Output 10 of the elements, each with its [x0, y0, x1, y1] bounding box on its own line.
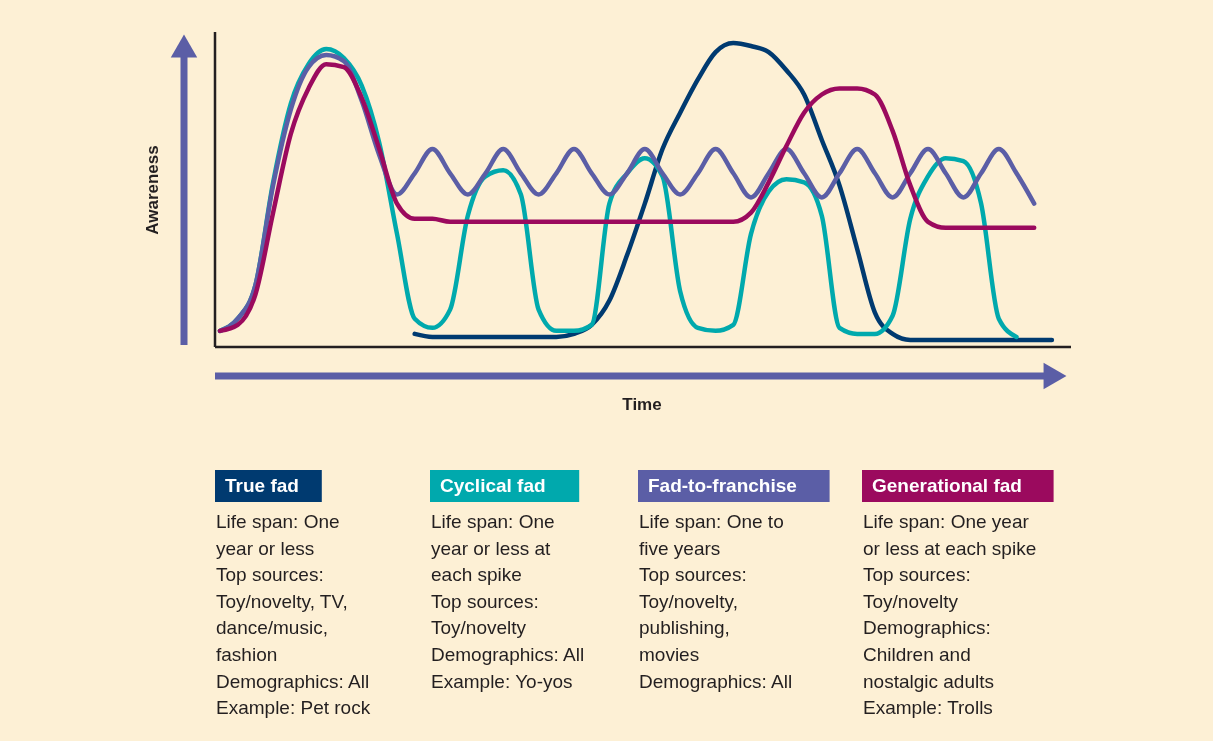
text: Fad-to-franchise	[648, 475, 797, 496]
text: Life span: One year or less Top sources: Toy/novelty, TV, dance/music, fashion Demographics: All Example: Pet rock	[216, 511, 371, 719]
text: Life span: One year or less at each spike Top sources: Toy/novelty Demographics: All Example: Yo-yos	[431, 511, 585, 692]
x-axis-title: Time	[622, 395, 662, 414]
text: Life span: One to five years Top sources: Toy/novelty, publishing, movies Demographics: All	[639, 511, 793, 692]
text: True fad	[225, 475, 299, 496]
text: Life span: One year or less at each spike Top sources: Toy/novelty Demographics: Children and nostalgic adults Example: Trolls	[863, 511, 1037, 719]
text: Cyclical fad	[440, 475, 546, 496]
y-axis-title: Awareness	[143, 145, 162, 235]
text: Generational fad	[872, 475, 1022, 496]
